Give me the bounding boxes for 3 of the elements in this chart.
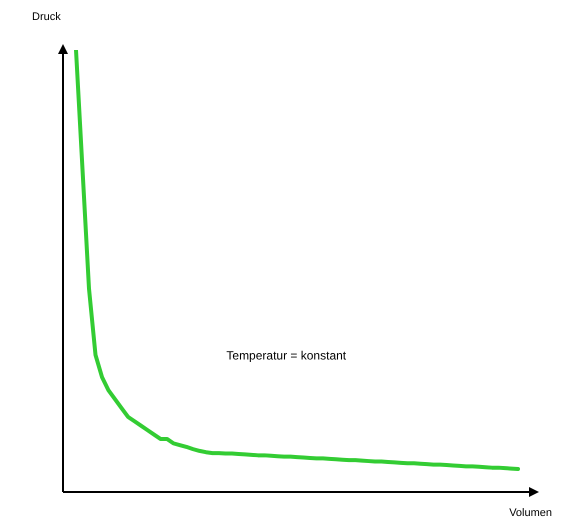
y-axis-title: Druck (32, 11, 62, 23)
x-axis-title: Volumen (509, 507, 552, 519)
annotation: Temperatur = konstant (226, 348, 347, 362)
